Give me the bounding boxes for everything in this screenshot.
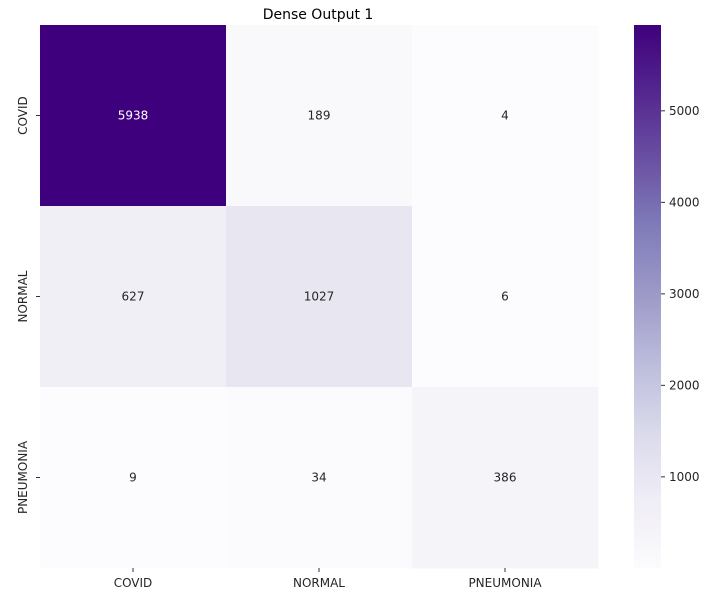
cell-value-label: 5938 [118, 109, 149, 123]
heatmap-cell [226, 387, 413, 569]
heatmap-cell [226, 206, 413, 388]
heatmap-cell [40, 387, 227, 569]
cell-value-label: 34 [311, 471, 326, 485]
colorbar: 1000 2000 3000 4000 5000 [634, 25, 700, 568]
cell-value-label: 189 [308, 109, 331, 123]
heatmap-cell [40, 25, 227, 207]
y-axis: COVID NORMAL PNEUMONIA [16, 96, 40, 514]
cell-value-label: 9 [129, 471, 137, 485]
heatmap-cell [412, 206, 599, 388]
y-tick-label: PNEUMONIA [16, 440, 30, 514]
cell-value-label: 627 [122, 290, 145, 304]
x-tick-label: NORMAL [293, 576, 345, 590]
x-tick-label: PNEUMONIA [468, 576, 542, 590]
cell-value-label: 1027 [304, 290, 335, 304]
cell-value-label: 4 [501, 109, 509, 123]
heatmap-cell [226, 25, 413, 207]
y-tick-label: NORMAL [16, 270, 30, 322]
heatmap-cells: 5938 189 4 627 1027 6 9 34 386 [40, 25, 599, 569]
heatmap-cell [40, 206, 227, 388]
cell-value-label: 386 [494, 471, 517, 485]
colorbar-gradient [634, 25, 661, 568]
cell-value-label: 6 [501, 290, 509, 304]
colorbar-tick-label: 5000 [669, 104, 700, 118]
colorbar-tick-label: 1000 [669, 470, 700, 484]
colorbar-tick-label: 2000 [669, 378, 700, 392]
colorbar-tick-label: 3000 [669, 287, 700, 301]
heatmap-cell [412, 25, 599, 207]
colorbar-tick-label: 4000 [669, 195, 700, 209]
x-tick-label: COVID [114, 576, 153, 590]
heatmap-cell [412, 387, 599, 569]
y-tick-label: COVID [16, 96, 30, 135]
chart-title: Dense Output 1 [263, 7, 374, 23]
x-axis: COVID NORMAL PNEUMONIA [114, 568, 542, 590]
